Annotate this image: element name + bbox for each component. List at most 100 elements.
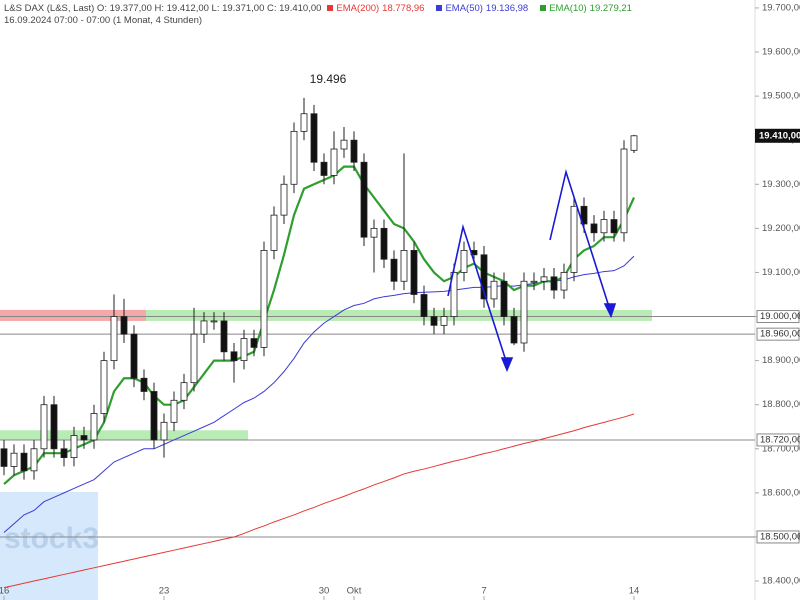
candle-body bbox=[220, 320, 228, 353]
candle-body bbox=[210, 320, 218, 323]
candle-body bbox=[80, 435, 88, 441]
candle-body bbox=[370, 227, 378, 238]
level-box bbox=[756, 530, 800, 544]
y-tick-label: 19.700,00 bbox=[762, 2, 800, 13]
y-tick-label: 19.300,00 bbox=[762, 179, 800, 190]
ema-line bbox=[3, 413, 635, 589]
candle-body bbox=[100, 360, 108, 414]
legend-name: EMA(50) bbox=[445, 3, 483, 14]
ema-line bbox=[3, 255, 635, 533]
candle-body bbox=[340, 139, 348, 150]
subtitle: 16.09.2024 07:00 - 07:00 (1 Monat, 4 Stu… bbox=[4, 15, 203, 26]
legend-name: EMA(200) bbox=[336, 3, 380, 14]
x-tick-label: 7 bbox=[481, 586, 486, 597]
candle-body bbox=[200, 320, 208, 335]
y-tick-label: 18.700,00 bbox=[762, 443, 800, 454]
candle-body bbox=[260, 250, 268, 348]
arrow-path bbox=[447, 223, 508, 365]
candle-body bbox=[40, 404, 48, 450]
level-label: 18.960,00 bbox=[760, 329, 800, 340]
candle-body bbox=[540, 276, 548, 282]
x-tick-label: 30 bbox=[319, 586, 330, 597]
legend-value: 19.136,98 bbox=[485, 3, 529, 14]
candle-body bbox=[580, 205, 588, 225]
level-label: 18.500,00 bbox=[760, 531, 800, 542]
candle-body bbox=[360, 161, 368, 238]
candle-body bbox=[230, 351, 238, 362]
level-box bbox=[756, 310, 800, 324]
zone bbox=[0, 430, 248, 440]
candle-body bbox=[440, 316, 448, 326]
candle-body bbox=[450, 272, 458, 317]
candle-body bbox=[50, 404, 58, 450]
candle-body bbox=[380, 227, 388, 260]
level-box bbox=[756, 433, 800, 447]
candle-body bbox=[520, 280, 528, 344]
candle-body bbox=[10, 452, 18, 467]
candle-body bbox=[480, 254, 488, 300]
header: L&S DAX (L&S, Last) O: 19.377,00 H: 19.4… bbox=[4, 3, 650, 27]
x-tick-label: Okt bbox=[347, 586, 362, 597]
level-label: 19.000,00 bbox=[760, 311, 800, 322]
x-tick-label: 14 bbox=[629, 586, 640, 597]
y-tick-label: 19.200,00 bbox=[762, 223, 800, 234]
y-tick-label: 19.600,00 bbox=[762, 47, 800, 58]
legend-entry: EMA(10) 19.279,21 bbox=[540, 3, 638, 14]
candle-body bbox=[270, 214, 278, 251]
y-tick-label: 18.400,00 bbox=[762, 576, 800, 587]
watermark-box bbox=[0, 492, 98, 600]
x-tick-label: 23 bbox=[159, 586, 170, 597]
candle-body bbox=[70, 435, 78, 459]
candle-body bbox=[460, 250, 468, 273]
candle-body bbox=[560, 272, 568, 291]
legend-swatch bbox=[540, 5, 547, 11]
candle-body bbox=[140, 377, 148, 392]
candle-body bbox=[420, 294, 428, 317]
candle-body bbox=[190, 333, 198, 384]
candle-body bbox=[610, 219, 618, 234]
legend-value: 19.279,21 bbox=[589, 3, 632, 14]
candle-body bbox=[300, 113, 308, 132]
candle-body bbox=[110, 316, 118, 362]
ema-line bbox=[3, 165, 636, 485]
last-box bbox=[755, 128, 800, 143]
legend-value: 18.778,96 bbox=[382, 3, 425, 14]
title: L&S DAX (L&S, Last) O: 19.377,00 H: 19.4… bbox=[4, 3, 322, 14]
y-tick-label: 18.900,00 bbox=[762, 355, 800, 366]
candle-body bbox=[390, 258, 398, 282]
level-box bbox=[756, 327, 800, 341]
y-tick-label: 19.500,00 bbox=[762, 91, 800, 102]
candle-body bbox=[170, 399, 178, 423]
candle-body bbox=[490, 280, 498, 300]
candle-body bbox=[320, 161, 328, 176]
legend-swatch bbox=[327, 5, 334, 11]
legend-entry: EMA(50) 19.136,98 bbox=[436, 3, 534, 14]
legend-swatch bbox=[436, 5, 443, 11]
candle-body bbox=[620, 148, 628, 234]
zone bbox=[146, 309, 652, 321]
candle-body bbox=[350, 139, 358, 163]
candle-body bbox=[280, 183, 288, 216]
candle-body bbox=[250, 338, 258, 348]
legend-name: EMA(10) bbox=[549, 3, 587, 14]
candle-body bbox=[180, 382, 188, 401]
candle-body bbox=[160, 421, 168, 441]
candle-body bbox=[590, 223, 598, 234]
y-tick-label: 18.600,00 bbox=[762, 487, 800, 498]
level-label: 18.720,00 bbox=[760, 434, 800, 445]
candle-body bbox=[310, 113, 318, 163]
y-tick-label: 19.100,00 bbox=[762, 267, 800, 278]
candle-body bbox=[240, 338, 248, 362]
arrow-path bbox=[549, 169, 611, 311]
candle-body bbox=[530, 280, 538, 283]
arrow-head bbox=[500, 357, 514, 373]
last-label: 19.410,00 bbox=[759, 130, 800, 141]
candle-body bbox=[400, 250, 408, 282]
candle-body bbox=[150, 391, 158, 441]
candle-body bbox=[30, 448, 38, 472]
candle-body bbox=[290, 130, 298, 185]
candle-body bbox=[570, 205, 578, 273]
legend-entry: EMA(200) 18.778,96 bbox=[327, 3, 430, 14]
